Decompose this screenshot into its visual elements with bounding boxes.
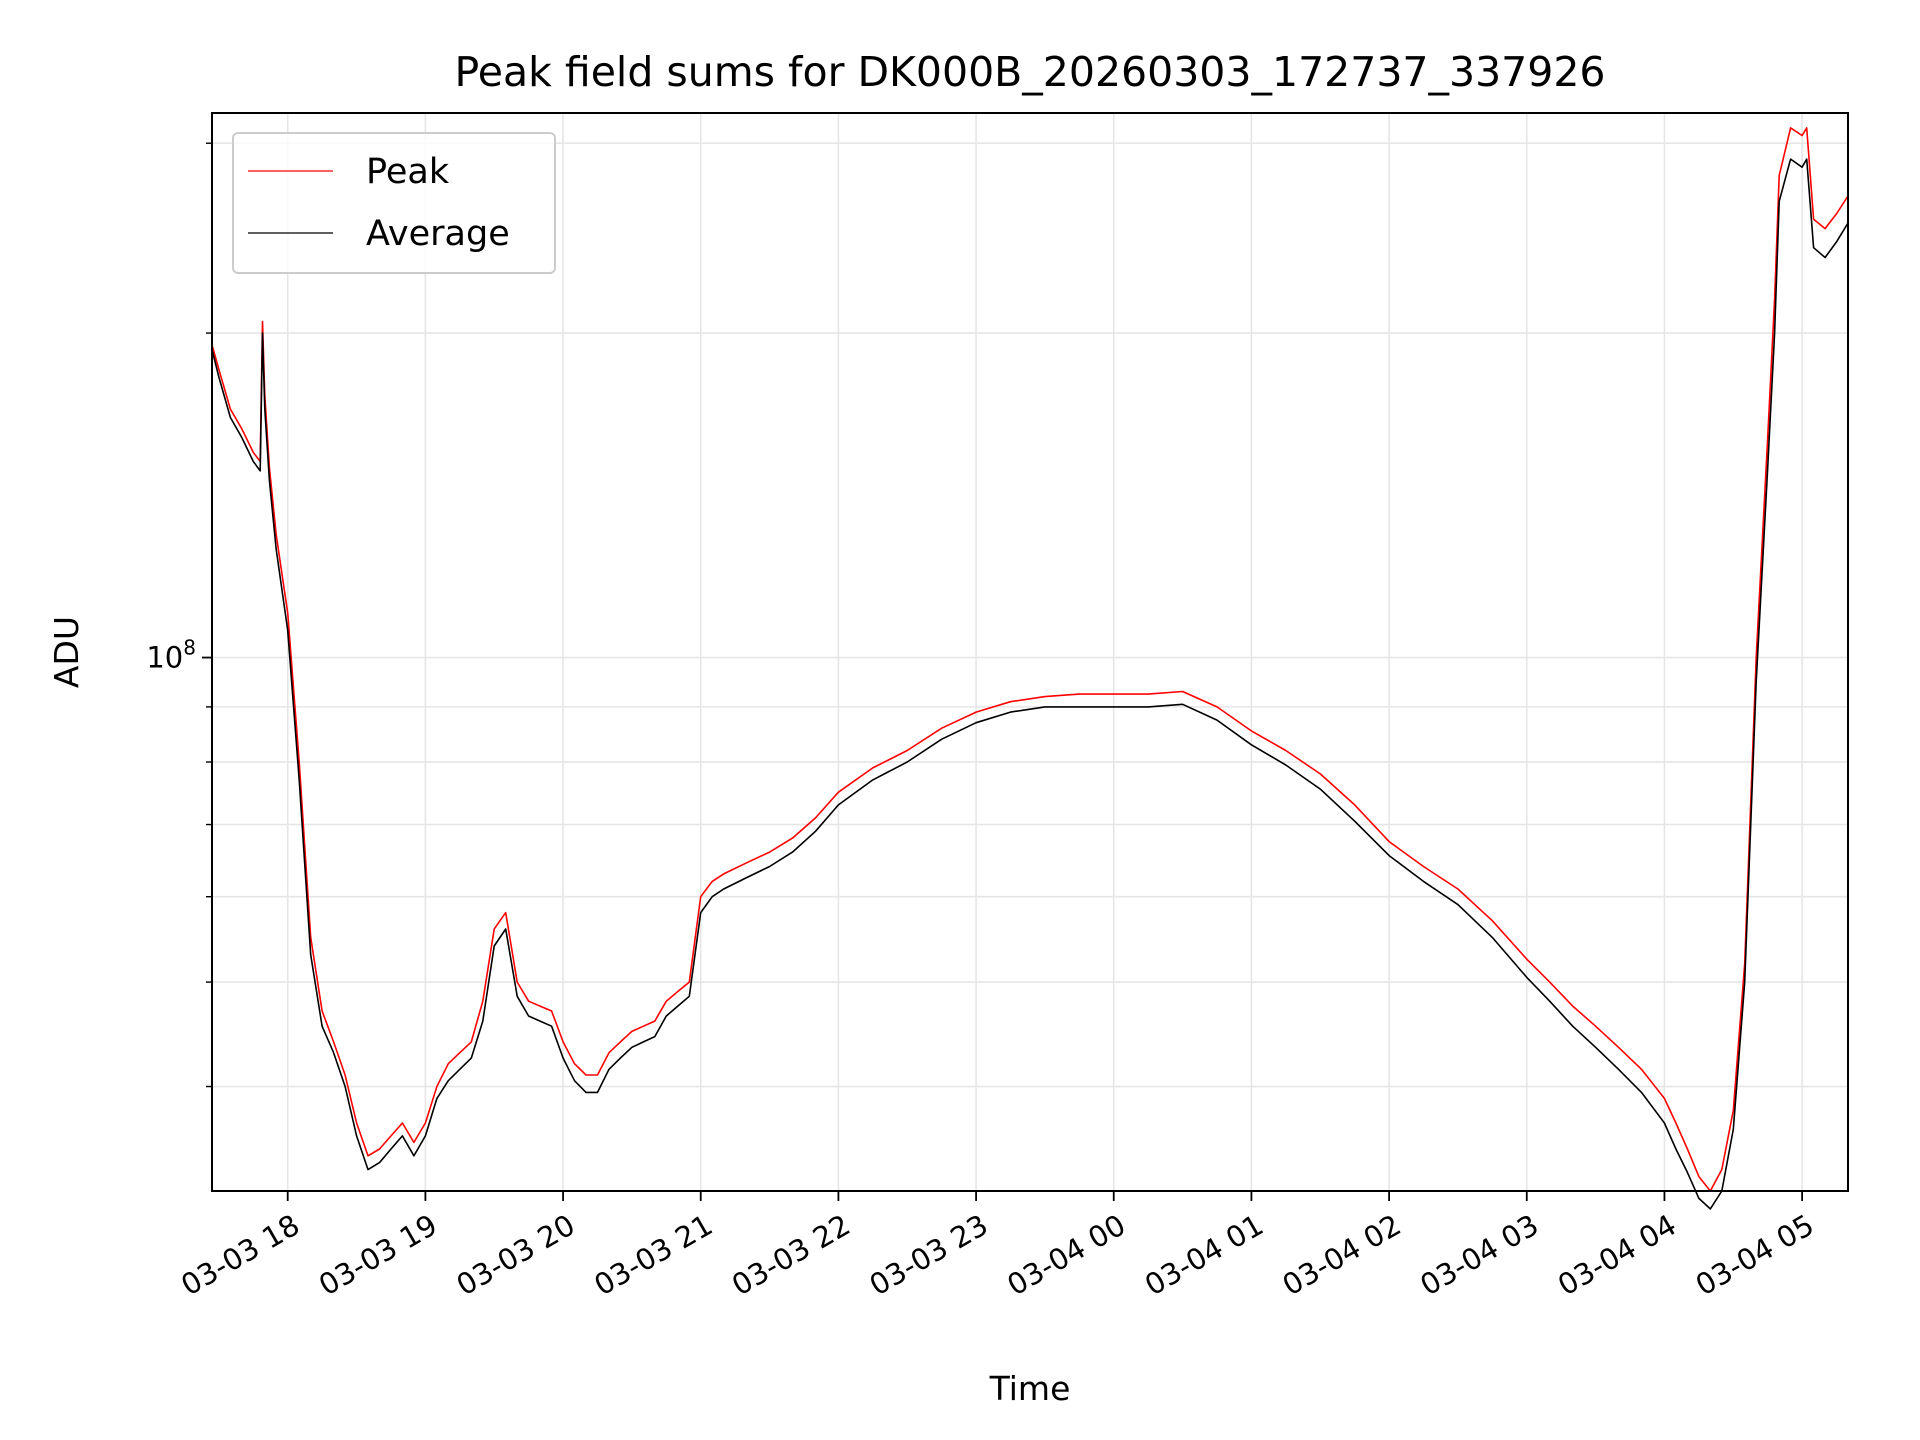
y-tick-label: 108 (146, 636, 196, 675)
y-axis: 108 (146, 142, 212, 1088)
series-layer (211, 127, 1849, 1210)
legend: Peak Average (232, 132, 556, 274)
legend-label-peak: Peak (366, 152, 450, 192)
y-axis-title: ADU (47, 616, 86, 688)
series-line-average (211, 158, 1849, 1210)
legend-label-average: Average (366, 214, 510, 254)
grid-layer (212, 113, 1848, 1191)
legend-box (232, 132, 556, 274)
chart-title: Peak field sums for DK000B_20260303_1727… (454, 48, 1605, 96)
series-line-peak (211, 127, 1849, 1192)
x-axis-title: Time (989, 1369, 1071, 1408)
plot-frame (211, 112, 1849, 1192)
